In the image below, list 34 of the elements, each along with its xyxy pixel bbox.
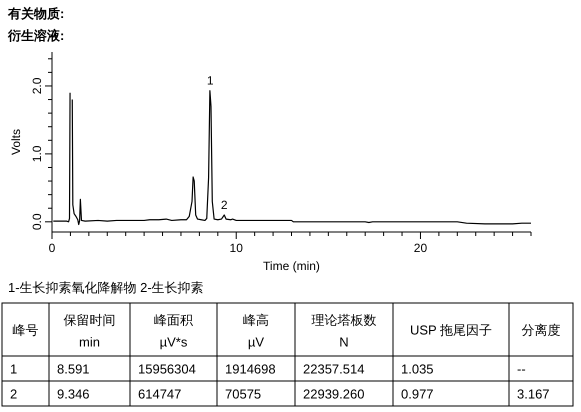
text: 0.977 [401, 386, 434, 402]
y-tick-label: 2.0 [30, 77, 44, 94]
text: 3.167 [517, 386, 550, 402]
x-tick-label: 0 [48, 241, 56, 255]
chart-title: 有关物质: [7, 6, 64, 21]
x-tick-label: 20 [414, 241, 428, 255]
text: 峰高 µV [243, 312, 269, 350]
text: 22939.260 [303, 386, 364, 402]
text: 峰号 [12, 322, 38, 338]
text: 614747 [138, 386, 182, 402]
text: 峰面积 µV*s [154, 312, 193, 350]
text: 1-生长抑素氧化降解物 2-生长抑素 [8, 280, 204, 295]
text: 保留时间 min [64, 312, 116, 350]
text: -- [517, 362, 526, 376]
y-axis-title: Volts [9, 128, 23, 156]
text: 8.591 [57, 362, 90, 376]
y-tick-label: 1.0 [30, 145, 44, 162]
text: 2 [10, 386, 18, 402]
text: 70575 [225, 386, 262, 402]
x-axis-title: Time (min) [263, 259, 320, 273]
annotation: 2 [220, 198, 228, 212]
text: 1914698 [225, 362, 276, 376]
text: 理论塔板数 N [312, 312, 376, 350]
y-tick-label: 0.0 [30, 213, 44, 230]
text: 1.035 [401, 362, 434, 376]
text: 22357.514 [303, 362, 364, 376]
text: 9.346 [57, 386, 90, 402]
text: 1 [10, 362, 18, 376]
text: 15956304 [138, 362, 196, 376]
annotation: 1 [206, 74, 214, 88]
chart-subtitle: 衍生溶液: [7, 28, 64, 43]
text: USP 拖尾因子 [410, 322, 492, 338]
text: 分离度 [522, 322, 560, 338]
x-tick-label: 10 [230, 241, 244, 255]
